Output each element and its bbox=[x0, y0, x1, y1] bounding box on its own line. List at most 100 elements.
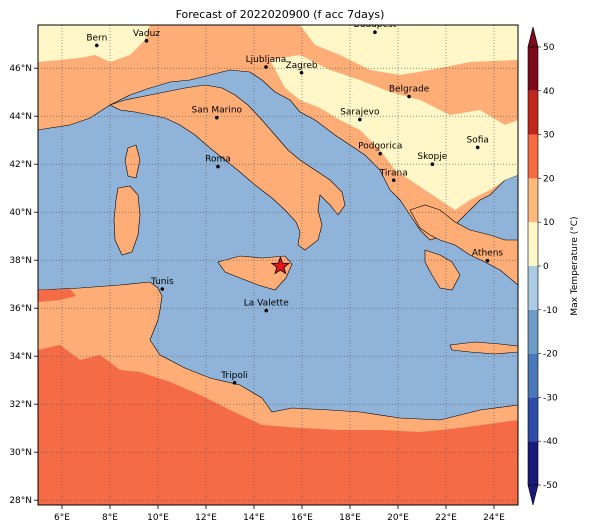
city-label: Tripoli bbox=[220, 371, 248, 381]
x-tick-label: 16°E bbox=[291, 513, 313, 523]
x-tick-label: 20°E bbox=[387, 513, 409, 523]
colorbar-tick-label: 10 bbox=[543, 218, 555, 228]
y-tick-label: 32°N bbox=[9, 400, 32, 410]
colorbar-tick-label: -40 bbox=[543, 437, 558, 447]
map-title: Forecast of 2022020900 (f acc 7days) bbox=[176, 8, 385, 21]
y-tick-label: 40°N bbox=[9, 208, 32, 218]
city-dot bbox=[391, 178, 396, 183]
city-label: Belgrade bbox=[389, 85, 430, 95]
coastal-africa-warm bbox=[38, 289, 76, 302]
city-dot bbox=[95, 43, 99, 48]
y-tick-label: 46°N bbox=[9, 64, 32, 74]
city-label: La Valette bbox=[244, 299, 289, 309]
city-dot bbox=[264, 65, 268, 69]
city-dot bbox=[299, 70, 304, 75]
greece-land bbox=[409, 204, 518, 286]
y-tick-label: 34°N bbox=[9, 352, 32, 362]
colorbar-label: Max Temperature (°C) bbox=[570, 216, 580, 315]
colorbar-tick-label: -30 bbox=[543, 393, 558, 403]
balkans-cold-band bbox=[270, 55, 518, 210]
city-label: Podgorica bbox=[358, 142, 402, 152]
city-dot bbox=[264, 308, 269, 313]
colorbar-segment bbox=[528, 309, 538, 354]
x-tick-label: 24°E bbox=[483, 513, 505, 523]
x-tick-label: 22°E bbox=[435, 513, 457, 523]
colorbar-segment bbox=[528, 47, 538, 91]
x-tick-label: 6°E bbox=[54, 513, 70, 523]
city-label: Tunis bbox=[150, 277, 174, 287]
city-label: San Marino bbox=[192, 106, 243, 116]
colorbar-max-extend bbox=[527, 26, 539, 48]
city-dot bbox=[144, 39, 149, 43]
peloponnese bbox=[424, 249, 461, 291]
city-label: Zagreb bbox=[285, 61, 317, 71]
city-dot bbox=[485, 258, 490, 263]
colorbar-tick-label: -50 bbox=[543, 481, 558, 491]
city-label: Bern bbox=[86, 33, 107, 43]
colorbar-segment bbox=[528, 134, 538, 179]
alps-cold-band bbox=[38, 25, 150, 62]
colorbar-tick-label: 40 bbox=[543, 87, 555, 97]
colorbar: -50 -40 -30 -20 -10 0 10 20 30 40 50 bbox=[527, 26, 558, 506]
city-dot bbox=[215, 115, 219, 120]
city-dot bbox=[160, 287, 165, 291]
y-tick-label: 44°N bbox=[9, 112, 32, 122]
city-dot bbox=[475, 145, 480, 150]
colorbar-segment bbox=[528, 222, 538, 266]
europe-north-land bbox=[38, 25, 518, 241]
colorbar-tick-label: 30 bbox=[543, 131, 555, 141]
marker-layer bbox=[270, 256, 291, 275]
city-label: Ljubljana bbox=[246, 55, 287, 65]
city-dot bbox=[216, 164, 220, 169]
city-label: Tirana bbox=[379, 168, 408, 178]
sardinia-island bbox=[113, 185, 141, 256]
x-tick-label: 14°E bbox=[243, 513, 265, 523]
city-label: Sofia bbox=[466, 135, 488, 145]
city-label: Budapest bbox=[354, 20, 397, 30]
city-dot bbox=[358, 117, 362, 122]
map-axis-ticks: 6°E 8°E 10°E 12°E 14°E 16°E 18°E 20°E 22°E 24°E 28… bbox=[9, 64, 505, 523]
y-tick-label: 42°N bbox=[9, 160, 32, 170]
city-dot bbox=[378, 151, 383, 156]
carpathian-cold bbox=[300, 25, 518, 75]
map-frame bbox=[37, 24, 519, 506]
colorbar-tick-label: -10 bbox=[543, 306, 558, 316]
x-tick-label: 12°E bbox=[195, 513, 217, 523]
city-dot bbox=[373, 30, 377, 34]
colorbar-tick-label: 0 bbox=[543, 262, 549, 272]
x-tick-label: 18°E bbox=[339, 513, 361, 523]
city-dot bbox=[407, 94, 411, 99]
city-dot bbox=[232, 381, 237, 385]
colorbar-min-extend bbox=[527, 484, 539, 506]
city-label: Vaduz bbox=[133, 29, 160, 39]
colorbar-tick-label: 20 bbox=[543, 174, 555, 184]
land-layer bbox=[38, 25, 518, 505]
y-tick-label: 38°N bbox=[9, 256, 32, 266]
city-label: Roma bbox=[205, 155, 231, 165]
colorbar-segment bbox=[528, 178, 538, 223]
colorbar-tick-label: -20 bbox=[543, 350, 558, 360]
colorbar-tick-label: 50 bbox=[543, 43, 555, 53]
colorbar-segment bbox=[528, 266, 538, 310]
y-tick-label: 28°N bbox=[9, 496, 32, 506]
corsica-island bbox=[124, 144, 141, 179]
y-tick-label: 36°N bbox=[9, 304, 32, 314]
colorbar-segment bbox=[528, 441, 538, 485]
city-label: Sarajevo bbox=[340, 108, 380, 118]
colorbar-segment bbox=[528, 353, 538, 398]
map-gridlines bbox=[38, 25, 518, 505]
location-star-marker bbox=[270, 256, 291, 275]
colorbar-segment bbox=[528, 90, 538, 135]
city-dot bbox=[430, 162, 435, 166]
y-tick-label: 30°N bbox=[9, 448, 32, 458]
x-tick-label: 8°E bbox=[102, 513, 118, 523]
crete-island bbox=[449, 341, 518, 355]
italy-peninsula bbox=[109, 84, 346, 251]
city-label: Athens bbox=[472, 249, 503, 259]
colorbar-segment bbox=[528, 397, 538, 442]
city-label: Skopje bbox=[417, 152, 447, 162]
x-tick-label: 10°E bbox=[147, 513, 169, 523]
